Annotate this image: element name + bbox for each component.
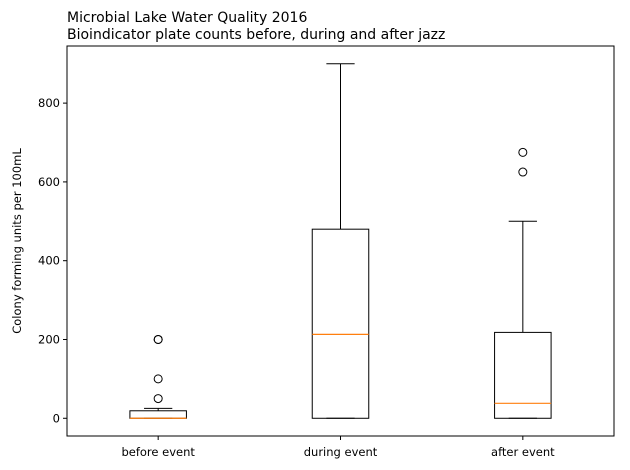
outlier-point xyxy=(518,147,528,157)
outlier-point xyxy=(518,167,528,177)
box-iqr xyxy=(494,331,552,419)
plot-area: 0 200 400 600 800 before event during event aft… xyxy=(38,63,555,459)
outlier-point xyxy=(153,334,163,344)
outlier-point xyxy=(153,394,163,404)
y-tick-label: 600 xyxy=(38,175,60,189)
y-axis-label: Colony forming units per 100mL xyxy=(10,148,24,334)
y-tick-label: 800 xyxy=(38,96,60,110)
axes-frame xyxy=(66,45,615,437)
x-tick-label: before event xyxy=(121,445,195,459)
x-tick-label: during event xyxy=(304,445,378,459)
box-iqr xyxy=(129,410,187,419)
x-tick-label: after event xyxy=(491,445,555,459)
chart-title: Microbial Lake Water Quality 2016 xyxy=(67,10,307,26)
chart-subtitle: Bioindicator plate counts before, during… xyxy=(67,27,445,43)
y-tick-label: 0 xyxy=(53,411,60,425)
y-tick-label: 400 xyxy=(38,254,60,268)
box-iqr xyxy=(311,228,370,419)
outlier-point xyxy=(153,374,163,384)
y-tick-label: 200 xyxy=(38,332,60,346)
